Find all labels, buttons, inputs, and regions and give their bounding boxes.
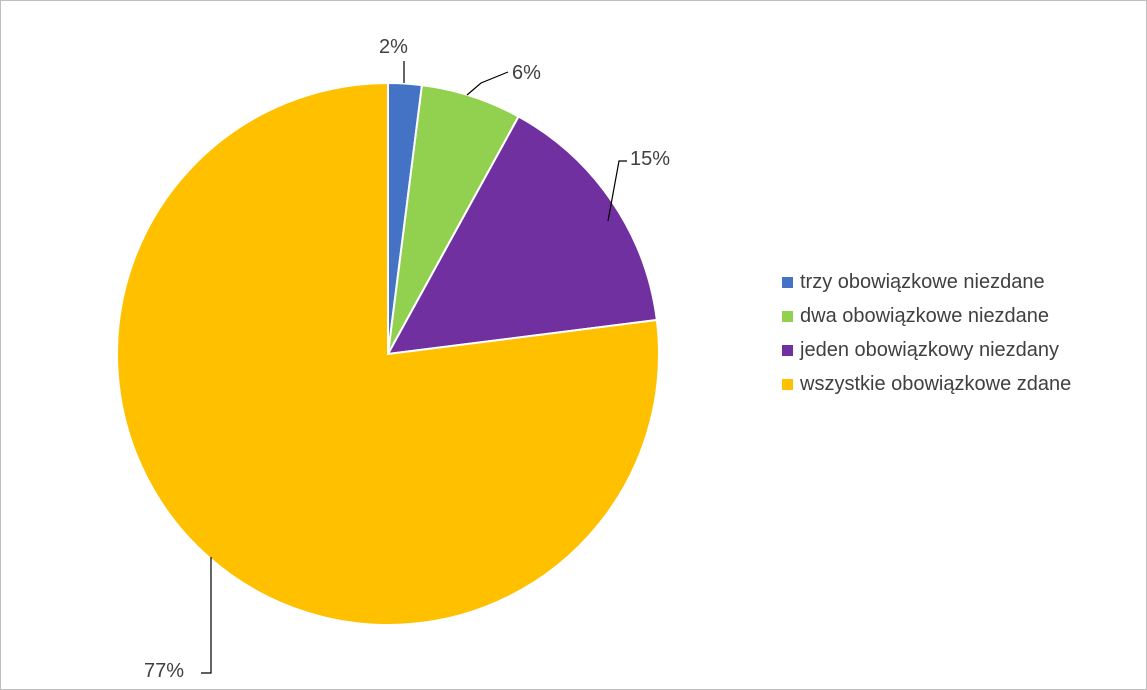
legend-label: wszystkie obowiązkowe zdane [800, 372, 1072, 395]
leader-line [466, 71, 509, 96]
data-label: 2% [379, 36, 408, 58]
legend-swatch [782, 276, 793, 288]
legend-label: trzy obowiązkowe niezdane [800, 270, 1045, 293]
data-label: 77% [144, 660, 184, 682]
data-label: 6% [512, 62, 541, 84]
legend-item-one-failed: jeden obowiązkowy niezdany [782, 339, 1132, 361]
legend-item-all-passed: wszystkie obowiązkowe zdane [782, 373, 1132, 395]
legend-label: jeden obowiązkowy niezdany [800, 338, 1060, 361]
legend-swatch [782, 310, 793, 322]
legend-item-three-failed: trzy obowiązkowe niezdane [782, 271, 1132, 293]
legend: trzy obowiązkowe niezdane dwa obowiązkow… [782, 271, 1132, 407]
legend-item-two-failed: dwa obowiązkowe niezdane [782, 305, 1132, 327]
leader-line [201, 557, 212, 674]
legend-swatch [782, 344, 793, 356]
data-label: 15% [630, 148, 670, 170]
legend-label: dwa obowiązkowe niezdane [800, 304, 1050, 327]
leader-line [607, 160, 627, 222]
slice-all-passed [116, 81, 660, 626]
legend-swatch [782, 378, 793, 390]
